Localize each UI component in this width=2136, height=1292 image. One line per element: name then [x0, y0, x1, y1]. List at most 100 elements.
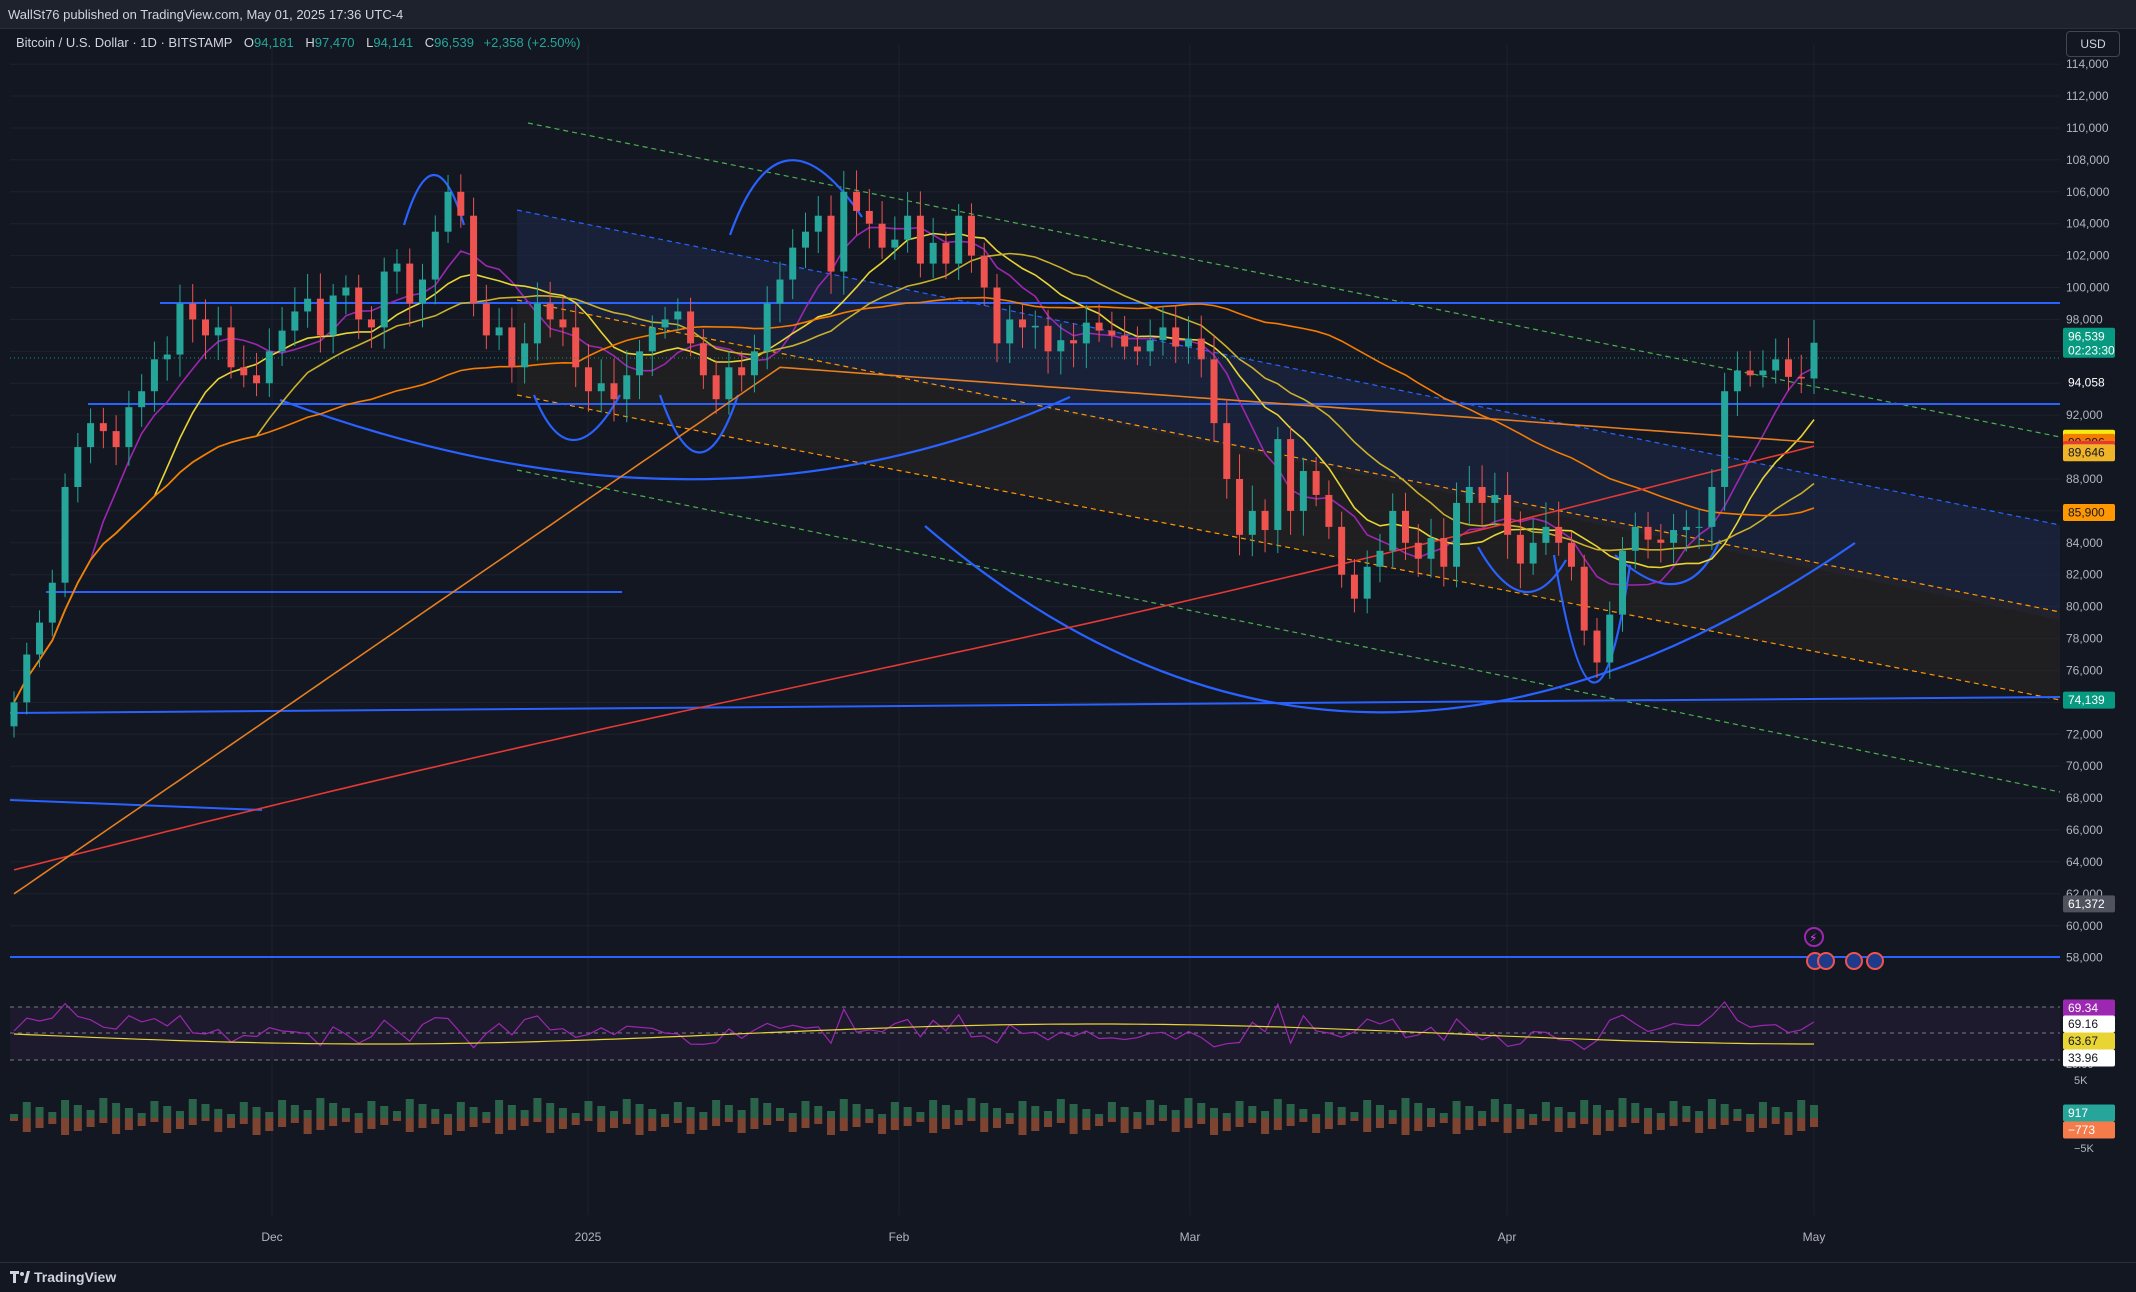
volume-bar-up: [1337, 1107, 1346, 1118]
candle-body: [584, 367, 592, 392]
volume-bar-down: [1784, 1118, 1793, 1135]
candle-body: [1146, 340, 1154, 352]
volume-bar-up: [431, 1109, 440, 1118]
volume-bar-down: [456, 1118, 465, 1131]
volume-bar-up: [1567, 1112, 1576, 1118]
volume-bar-down: [201, 1118, 210, 1121]
price-label-bg: [2063, 691, 2115, 709]
volume-bar-down: [1337, 1118, 1346, 1125]
volume-bar-down: [1082, 1118, 1091, 1130]
volume-bar-up: [163, 1106, 172, 1118]
candle-body: [329, 295, 337, 336]
volume-bar-down: [1478, 1118, 1487, 1126]
volume-bar-up: [1465, 1106, 1474, 1118]
candle-body: [431, 231, 439, 280]
volume-bar-down: [967, 1118, 976, 1121]
candle-body: [1274, 439, 1282, 531]
candle-body: [1299, 471, 1307, 511]
candle-body: [291, 311, 299, 331]
volume-bar-down: [597, 1118, 606, 1132]
candle-body: [1772, 359, 1780, 371]
price-axis[interactable]: 114,000 112,000 110,000 108,000 106,000 104,0…: [2066, 57, 2110, 965]
candle-body: [1376, 550, 1384, 567]
support-line-68k: [9, 799, 263, 811]
symbol-name[interactable]: Bitcoin / U.S. Dollar · 1D · BITSTAMP: [16, 35, 233, 50]
candle-body: [342, 287, 350, 296]
price-chart[interactable]: ⚡ 25.00 5K −5K 114,000 112,000 110,000 108,0…: [0, 0, 2136, 1262]
candle-body: [1184, 338, 1192, 347]
volume-bar-down: [1069, 1118, 1078, 1134]
candle-body: [1784, 359, 1792, 377]
volume-bar-down: [533, 1118, 542, 1122]
price-tick-label: 64,000: [2066, 855, 2103, 869]
volume-bar-down: [750, 1118, 759, 1129]
time-tick-label: Dec: [261, 1230, 282, 1244]
candle-body: [176, 303, 184, 355]
volume-bar-up: [712, 1100, 721, 1118]
candle-body: [367, 319, 375, 328]
candle-body: [942, 242, 950, 264]
volume-bar-down: [1158, 1118, 1167, 1121]
candle-body: [636, 351, 644, 376]
volume-bar-up: [1592, 1105, 1601, 1118]
volume-bar-up: [980, 1103, 989, 1118]
volume-bar-up: [1516, 1109, 1525, 1118]
rsi-value-label: 69.34: [2068, 1001, 2098, 1015]
candle-body: [1542, 526, 1550, 543]
volume-bar-up: [1720, 1104, 1729, 1118]
candle-body: [776, 279, 784, 304]
volume-bar-up: [1707, 1099, 1716, 1118]
volume-bar-down: [890, 1118, 899, 1130]
volume-bar-down: [878, 1118, 887, 1134]
candle-body: [1478, 486, 1486, 503]
volume-bar-up: [1031, 1106, 1040, 1118]
volume-bar-up: [61, 1100, 70, 1118]
volume-bar-down: [175, 1118, 184, 1129]
volume-bar-down: [1363, 1118, 1372, 1132]
candle-body: [1236, 478, 1244, 535]
volume-bar-down: [686, 1118, 695, 1134]
candles: [10, 170, 1818, 738]
volume-bar-up: [814, 1106, 823, 1118]
currency-button[interactable]: USD: [2066, 31, 2120, 57]
svg-text:⚡: ⚡: [1809, 931, 1817, 945]
candle-body: [1427, 538, 1435, 559]
volume-bar-up: [1656, 1113, 1665, 1118]
volume-bar-down: [737, 1118, 746, 1133]
candle-body: [533, 303, 541, 344]
volume-bar-down: [1758, 1118, 1767, 1128]
volume-bar-up: [1146, 1100, 1155, 1118]
candle-body: [355, 287, 363, 320]
volume-bar-down: [1682, 1118, 1691, 1122]
volume-bar-up: [1490, 1099, 1499, 1118]
volume-bar-down: [252, 1118, 261, 1135]
volume-bar-up: [1158, 1105, 1167, 1118]
volume-bar-down: [1299, 1118, 1308, 1122]
volume-bar-down: [992, 1118, 1001, 1128]
volume-bar-down: [86, 1118, 95, 1127]
volume-bar-up: [1427, 1108, 1436, 1118]
volume-bar-up: [533, 1098, 542, 1118]
volume-bar-up: [418, 1104, 427, 1118]
candle-body: [304, 298, 312, 312]
volume-bar-up: [699, 1112, 708, 1118]
volume-bar-up: [278, 1100, 287, 1118]
volume-bar-down: [724, 1118, 733, 1122]
time-axis[interactable]: Dec 2025 Feb Mar Apr May: [261, 1230, 1825, 1244]
lightning-icon: [1804, 927, 1824, 947]
volume-bar-down: [1056, 1118, 1065, 1123]
event-icons[interactable]: ⚡: [1804, 927, 1884, 970]
volume-bar-down: [788, 1118, 797, 1132]
volume-bar-down: [1286, 1118, 1295, 1126]
volume-bar-down: [1044, 1118, 1053, 1127]
volume-bar-down: [1414, 1118, 1423, 1131]
volume-bar-up: [303, 1110, 312, 1118]
volume-bar-down: [1120, 1118, 1129, 1133]
candle-body: [36, 622, 44, 655]
volume-bar-up: [380, 1106, 389, 1118]
volume-bar-down: [1184, 1118, 1193, 1128]
price-tick-label: 114,000: [2066, 57, 2109, 71]
volume-bar-up: [1439, 1113, 1448, 1118]
rsi-line: [13, 1001, 1815, 1051]
candle-body: [1019, 319, 1027, 328]
